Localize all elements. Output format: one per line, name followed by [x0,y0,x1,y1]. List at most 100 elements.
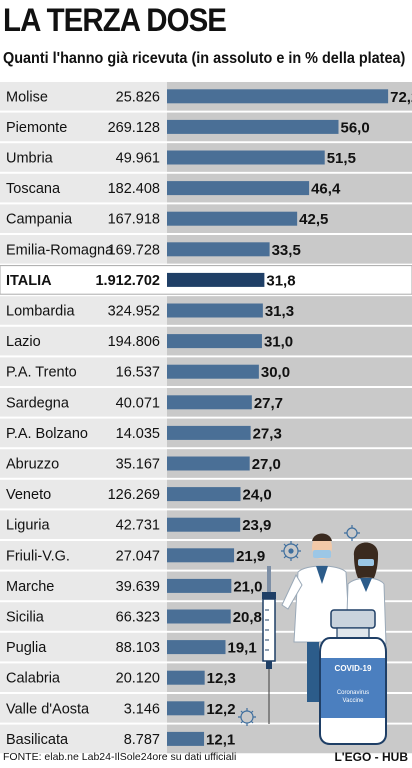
category-label: Liguria [6,518,50,534]
bar-value-label: 23,9 [242,517,271,534]
absolute-value-label: 88.103 [116,640,160,656]
syringe-icon [262,566,276,724]
absolute-value-label: 16.537 [116,365,160,381]
category-label: Sardegna [6,395,70,411]
bar [167,181,310,196]
bar-value-label: 19,1 [227,640,256,657]
category-label: Piemonte [6,120,67,136]
bar [167,640,226,655]
absolute-value-label: 324.952 [108,304,160,320]
bar [167,670,205,685]
source-note: FONTE: elab.ne Lab24-IlSole24ore su dati… [3,751,237,763]
bar [167,211,298,226]
absolute-value-label: 27.047 [116,548,160,564]
absolute-value-label: 169.728 [108,242,160,258]
bar-value-label: 20,8 [233,609,262,626]
absolute-value-label: 66.323 [116,610,160,626]
brand-label: L'EGO - HUB [334,750,408,764]
bar-value-label: 21,9 [236,548,265,565]
bar-value-label: 56,0 [341,119,370,136]
vaccine-vial: COVID-19 Coronavirus Vaccine [319,609,387,745]
category-label: Toscana [6,181,61,197]
bar-value-label: 21,0 [233,578,262,595]
chart-subtitle: Quanti l'hanno già ricevuta (in assoluto… [3,50,406,67]
bar-value-label: 51,5 [327,150,356,167]
bar [167,425,251,440]
bar [167,272,265,287]
bar [167,456,250,471]
bar-value-label: 12,1 [206,731,235,748]
category-label: Friuli-V.G. [6,548,70,564]
category-label: Campania [6,212,73,228]
bar [167,334,262,349]
category-label: Lazio [6,334,41,350]
category-label: Basilicata [6,732,69,748]
absolute-value-label: 49.961 [116,151,160,167]
bar [167,517,241,532]
absolute-value-label: 8.787 [124,732,160,748]
chart-title: LA TERZA DOSE [3,2,227,38]
bar-value-label: 31,8 [266,272,295,289]
absolute-value-label: 194.806 [108,334,160,350]
category-label: Sicilia [6,610,45,626]
absolute-value-label: 167.918 [108,212,160,228]
vial-brand-label: COVID-19 [335,664,372,673]
bar-value-label: 33,5 [272,242,301,259]
bar [167,609,231,624]
category-label: Veneto [6,487,51,503]
bar [167,150,325,165]
bar [167,487,241,502]
category-label: Puglia [6,640,47,656]
category-label: Marche [6,579,54,595]
absolute-value-label: 126.269 [108,487,160,503]
bar-value-label: 30,0 [261,364,290,381]
bar-value-label: 12,2 [206,701,235,718]
bar [167,548,235,563]
bar [167,242,270,257]
category-label: Calabria [6,671,61,687]
virus-icon [344,525,360,541]
absolute-value-label: 14.035 [116,426,160,442]
bar [167,578,232,593]
bar [167,119,339,134]
category-label: Valle d'Aosta [6,701,90,717]
bar [167,701,205,716]
bar-value-label: 42,5 [299,211,328,228]
bar-value-label: 27,7 [254,395,283,412]
bar-value-label: 27,3 [253,425,282,442]
absolute-value-label: 1.912.702 [95,273,160,289]
category-label: Lombardia [6,304,75,320]
absolute-value-label: 182.408 [108,181,160,197]
bar-value-label: 31,3 [265,303,294,320]
bar-value-label: 72,2 [390,89,412,106]
category-label: P.A. Trento [6,365,77,381]
virus-icon [281,541,301,561]
bar [167,731,205,746]
absolute-value-label: 20.120 [116,671,160,687]
absolute-value-label: 39.639 [116,579,160,595]
bar [167,303,263,318]
category-label: Emilia-Romagna [6,242,114,258]
absolute-value-label: 269.128 [108,120,160,136]
bar-value-label: 46,4 [311,181,341,198]
bar [167,395,252,410]
vial-line2-label: Vaccine [343,698,365,704]
absolute-value-label: 35.167 [116,457,160,473]
bar-value-label: 27,0 [252,456,281,473]
absolute-value-label: 25.826 [116,89,160,105]
bar-value-label: 31,0 [264,334,293,351]
bar-value-label: 24,0 [243,487,272,504]
category-label: Abruzzo [6,457,59,473]
absolute-value-label: 42.731 [116,518,160,534]
bar-value-label: 12,3 [207,670,236,687]
bar [167,89,389,104]
bar [167,364,259,379]
vial-line1-label: Coronavirus [337,690,369,696]
category-label: P.A. Bolzano [6,426,88,442]
absolute-value-label: 40.071 [116,395,160,411]
absolute-value-label: 3.146 [124,701,160,717]
category-label: Umbria [6,151,54,167]
virus-icon [238,708,256,726]
category-label: Molise [6,89,48,105]
